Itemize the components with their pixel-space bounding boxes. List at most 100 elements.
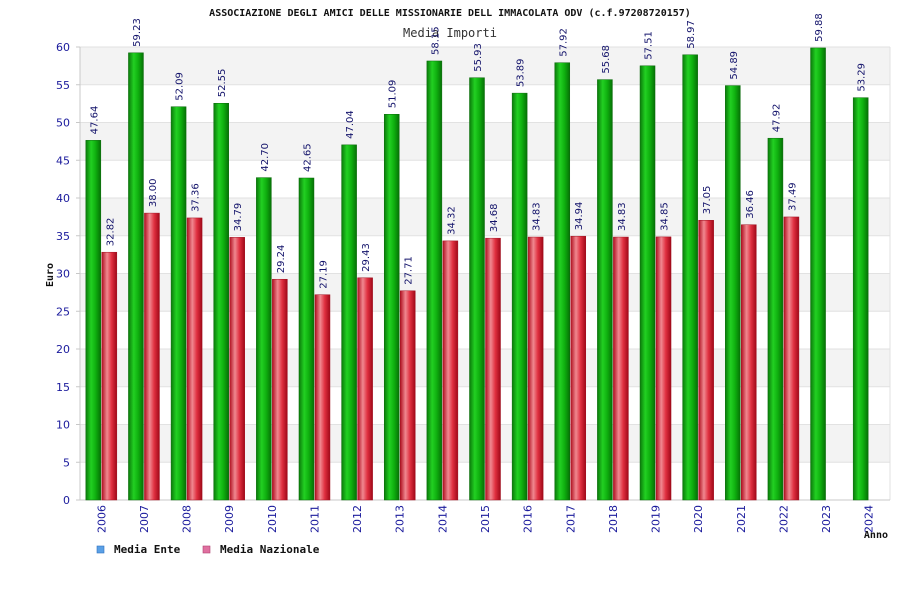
bar-media-ente-2014: [426, 60, 443, 501]
y-tick-label: 20: [56, 343, 70, 356]
bar-value-label: 27.19: [318, 260, 329, 289]
x-tick-label: 2012: [351, 505, 364, 533]
legend-label-media-nazionale: Media Nazionale: [220, 543, 320, 556]
bar-value-label: 51.09: [388, 80, 399, 109]
x-tick-label: 2013: [394, 505, 407, 533]
bar-value-label: 32.82: [105, 218, 116, 247]
y-axis-label: Euro: [45, 263, 56, 287]
x-tick-label: 2023: [820, 505, 833, 533]
y-tick-label: 10: [56, 419, 70, 432]
bar-value-label: 47.04: [345, 110, 356, 139]
bar-media-ente-2013: [383, 114, 400, 501]
bar-value-label: 57.92: [558, 28, 569, 57]
bar-value-label: 57.51: [644, 31, 655, 60]
bar-media-ente-2021: [725, 85, 741, 501]
bar-value-label: 52.55: [217, 69, 228, 98]
x-tick-label: 2007: [138, 505, 151, 533]
bar-value-label: 34.32: [446, 206, 457, 235]
y-tick-label: 30: [56, 268, 70, 281]
bar-media-ente-2010: [256, 177, 272, 501]
y-tick-label: 15: [56, 381, 70, 394]
bar-value-label: 53.29: [857, 63, 868, 92]
x-tick-label: 2024: [863, 505, 876, 533]
bar-value-label: 27.71: [404, 256, 415, 285]
x-tick-label: 2010: [266, 505, 279, 533]
bar-media-ente-2007: [128, 52, 144, 501]
y-tick-label: 25: [56, 305, 70, 318]
bar-value-label: 34.85: [660, 202, 671, 231]
bar-value-label: 29.24: [276, 245, 287, 274]
legend-label-media-ente: Media Ente: [114, 543, 181, 556]
bar-value-label: 54.89: [729, 51, 740, 80]
bar-media-nazionale-2015: [485, 237, 501, 501]
y-axis-ticks: 0 5 10 15 20 25 30 35 40 45 50 55 60: [56, 41, 80, 507]
bar-media-nazionale-2017: [570, 235, 587, 501]
x-tick-label: 2006: [95, 505, 108, 533]
y-tick-label: 40: [56, 192, 70, 205]
bar-value-label: 29.43: [361, 243, 372, 272]
bar-media-nazionale-2008: [186, 217, 203, 501]
bar-value-label: 59.88: [814, 13, 825, 42]
bar-media-nazionale-2012: [357, 277, 373, 501]
bar-media-nazionale-2009: [229, 237, 245, 501]
bar-media-nazionale-2020: [698, 220, 714, 501]
bar-media-nazionale-2006: [101, 251, 118, 501]
x-axis-label: Anno: [864, 530, 888, 541]
bar-labels: 47.64 32.82 59.23 38.00 52.09 37.36 52.55 34.79…: [89, 13, 867, 288]
y-tick-label: 5: [63, 456, 70, 469]
y-tick-label: 45: [56, 154, 70, 167]
bars: [85, 47, 869, 501]
bar-media-nazionale-2010: [272, 278, 288, 501]
bar-value-label: 58.15: [430, 26, 441, 55]
bar-media-nazionale-2011: [314, 294, 331, 501]
bar-media-nazionale-2013: [399, 290, 416, 501]
bar-media-nazionale-2014: [442, 240, 459, 501]
bar-media-ente-2018: [597, 79, 613, 501]
y-tick-label: 60: [56, 41, 70, 54]
legend-swatch-media-nazionale: [202, 545, 211, 554]
x-axis-ticks: 2006 2007 2008 2009 2010 2011 2012 2013 2014 2015…: [95, 505, 875, 533]
bar-media-nazionale-2018: [613, 236, 629, 501]
bar-media-ente-2006: [85, 140, 102, 501]
bar-media-ente-2024: [852, 97, 869, 501]
bar-value-label: 47.64: [89, 106, 100, 135]
x-tick-label: 2018: [607, 505, 620, 533]
legend-swatch-media-ente: [96, 545, 105, 554]
x-tick-label: 2017: [564, 505, 577, 533]
bar-value-label: 34.94: [574, 202, 585, 231]
plot-band: [80, 84, 890, 123]
y-tick-label: 0: [63, 494, 70, 507]
bar-value-label: 37.49: [787, 182, 798, 211]
bar-media-nazionale-2019: [655, 236, 672, 501]
x-tick-label: 2014: [436, 505, 449, 533]
bar-value-label: 42.65: [302, 143, 313, 172]
bar-media-ente-2015: [469, 77, 485, 501]
bar-value-label: 52.09: [175, 72, 186, 101]
bar-value-label: 59.23: [132, 18, 143, 47]
plot-band: [80, 47, 890, 85]
bar-media-nazionale-2007: [144, 212, 160, 501]
y-tick-label: 55: [56, 79, 70, 92]
bar-value-label: 34.83: [617, 202, 628, 231]
bar-value-label: 53.89: [516, 58, 527, 87]
x-tick-label: 2009: [223, 505, 236, 533]
x-tick-label: 2011: [308, 505, 321, 533]
x-tick-label: 2015: [479, 505, 492, 533]
chart-subtitle: Media Importi: [403, 26, 497, 40]
x-tick-label: 2021: [735, 505, 748, 533]
bar-value-label: 34.68: [489, 204, 500, 233]
legend: Media Ente Media Nazionale: [96, 543, 320, 556]
bar-media-ente-2016: [511, 92, 528, 501]
bar-value-label: 38.00: [148, 178, 159, 207]
bar-value-label: 36.46: [745, 190, 756, 219]
bar-value-label: 42.70: [260, 143, 271, 172]
bar-media-ente-2020: [682, 54, 698, 501]
y-tick-label: 50: [56, 117, 70, 130]
x-tick-label: 2019: [650, 505, 663, 533]
bar-value-label: 55.93: [473, 43, 484, 72]
bar-value-label: 58.97: [686, 20, 697, 49]
bar-media-ente-2009: [213, 102, 229, 501]
bar-media-ente-2022: [767, 137, 784, 501]
